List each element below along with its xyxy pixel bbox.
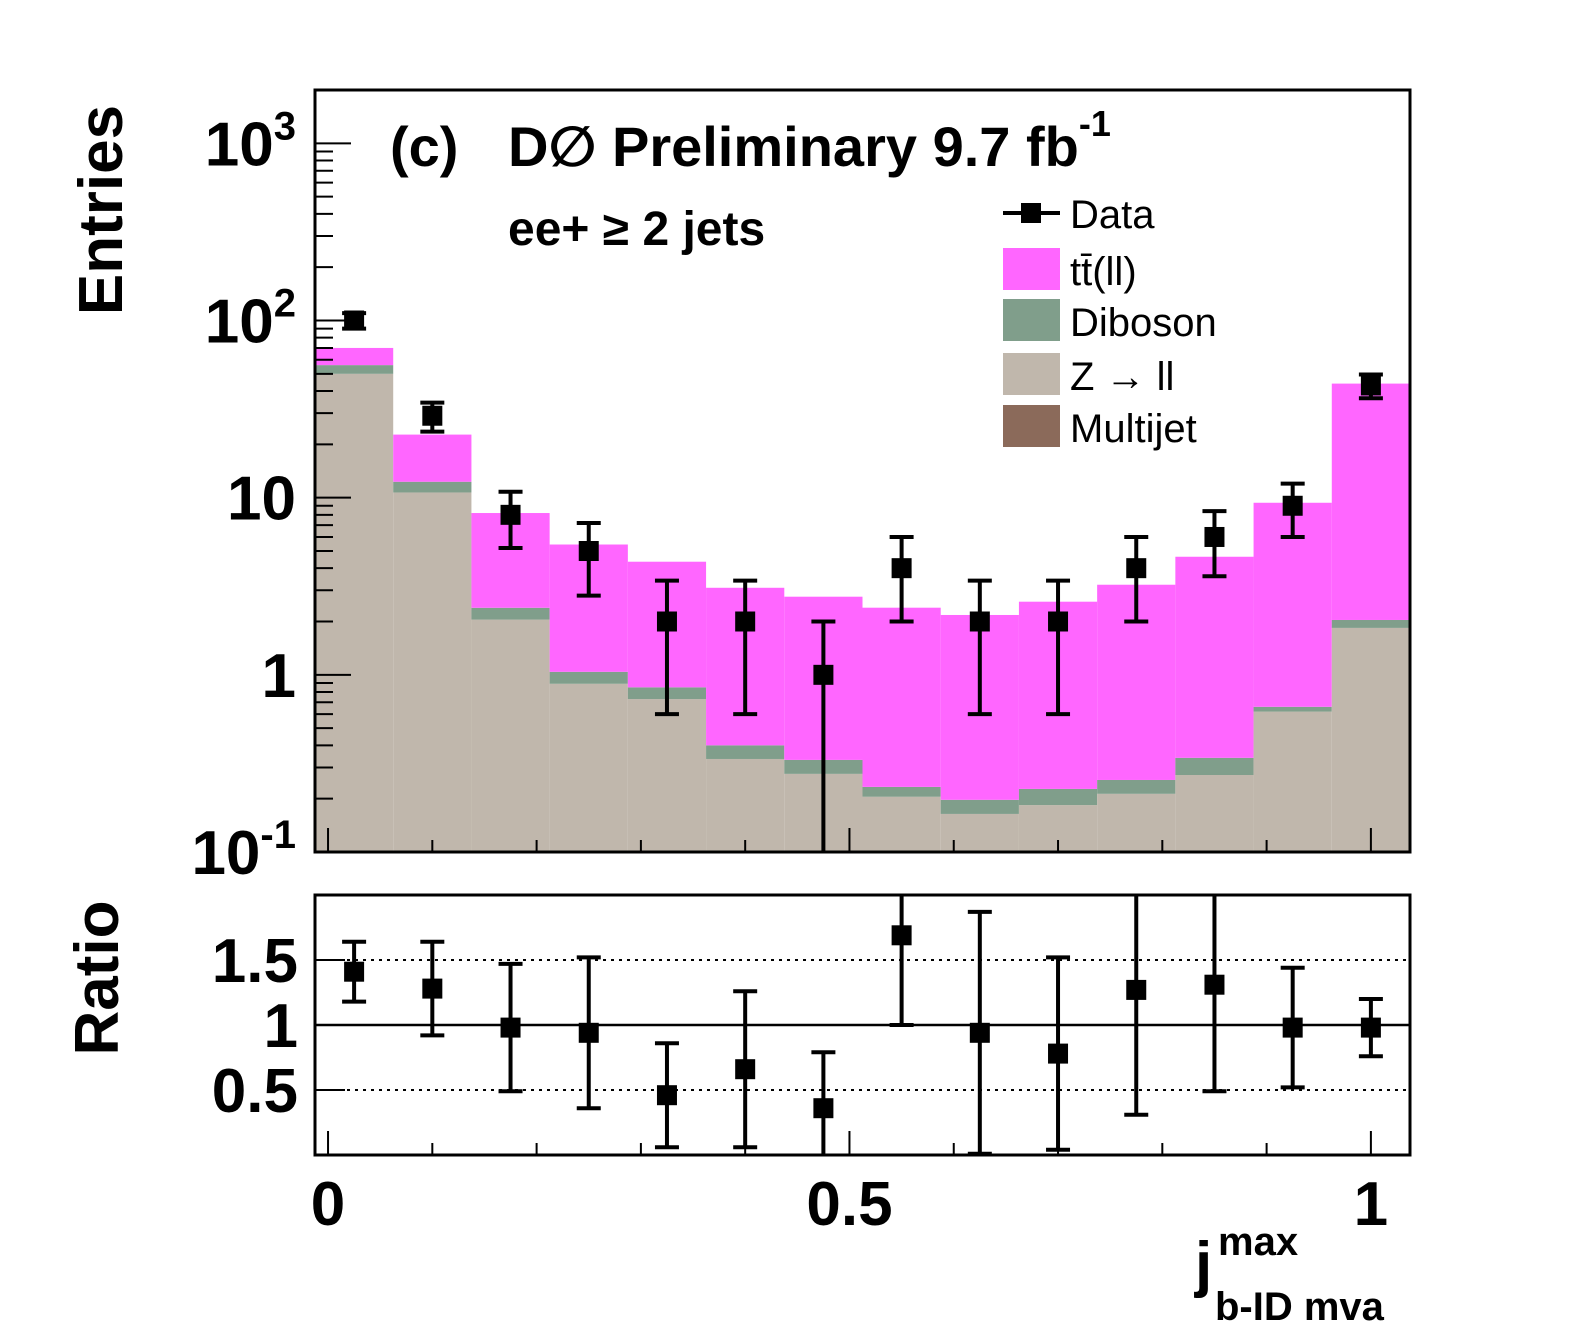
legend-label: Multijet [1070, 407, 1197, 451]
data-point [735, 611, 756, 632]
data-point [500, 1017, 521, 1038]
histogram-segment [1331, 619, 1410, 628]
x-axis-label-sup: max [1218, 1220, 1298, 1264]
data-point [969, 611, 990, 632]
tick-label-main: 10 [205, 287, 274, 356]
histogram-segment [315, 373, 394, 852]
data-point [735, 1059, 756, 1080]
tick-label: 1 [262, 642, 296, 711]
tick-label: 10-1 [191, 813, 296, 888]
histogram-segment [1253, 706, 1332, 712]
tick-label: 1 [264, 992, 298, 1061]
data-point [578, 1022, 599, 1043]
data-point [891, 925, 912, 946]
legend-swatch [1003, 353, 1060, 395]
tick-label: 10 [227, 465, 296, 534]
ratio-y-axis-label: Ratio [63, 901, 132, 1056]
tick-label-sup: -1 [260, 813, 296, 857]
chart-title: D∅ Preliminary 9.7 fb-1 [508, 103, 1111, 178]
data-point [1204, 974, 1225, 995]
histogram-segment [862, 607, 941, 787]
tick-label-main: 10 [191, 819, 260, 888]
legend-label: Data [1070, 193, 1155, 237]
x-axis-label-sub: b-ID mva [1215, 1285, 1385, 1329]
histogram-segment [1175, 556, 1254, 758]
panel-label: (c) [390, 115, 458, 178]
histogram-segment [1253, 711, 1332, 852]
legend-label: tt̄(ll) [1070, 250, 1137, 294]
y-axis-label: Entries [67, 105, 136, 315]
plot-frame [313, 88, 1412, 854]
data-point [344, 961, 365, 982]
data-point [578, 540, 599, 561]
tick-label: 0.5 [212, 1057, 298, 1126]
data-point [1360, 375, 1381, 396]
data-point [891, 558, 912, 579]
data-point [813, 1098, 834, 1119]
tick-label: 103 [205, 104, 296, 179]
legend-label: Diboson [1070, 301, 1217, 345]
histogram-segment [393, 492, 472, 852]
tick-label: 1 [1354, 1170, 1388, 1239]
data-point [422, 405, 443, 426]
data-point [1282, 1017, 1303, 1038]
histogram-segment [471, 607, 550, 620]
data-point [969, 1022, 990, 1043]
data-point [344, 310, 365, 331]
data-point [813, 664, 834, 685]
histogram-segment [940, 813, 1019, 852]
histogram-segment [549, 683, 628, 852]
histogram-segment [706, 758, 785, 852]
x-axis-label: j [1194, 1230, 1212, 1299]
tick-label: 0 [311, 1170, 345, 1239]
tick-label: 1.5 [212, 927, 298, 996]
data-point [1282, 495, 1303, 516]
histogram-segment [1097, 793, 1176, 852]
data-point [1360, 1017, 1381, 1038]
histogram-segment [862, 786, 941, 797]
histogram-segment [1175, 757, 1254, 776]
histogram-segment [315, 365, 394, 374]
tick-label: 0.5 [806, 1170, 892, 1239]
legend-marker [1021, 203, 1041, 223]
legend-label: Z → ll [1070, 355, 1174, 399]
histogram-segment [393, 481, 472, 493]
data-point [1126, 558, 1147, 579]
histogram-segment [549, 671, 628, 684]
histogram-segment [706, 745, 785, 759]
data-point [1048, 1043, 1069, 1064]
subtitle: ee+ ≥ 2 jets [508, 203, 765, 256]
title-sup: -1 [1079, 103, 1111, 144]
histogram-segment [1331, 383, 1410, 620]
tick-label-sup: 3 [274, 104, 296, 148]
title-main: D∅ Preliminary 9.7 fb [508, 115, 1079, 178]
data-point [500, 504, 521, 525]
tick-label: 102 [205, 281, 296, 356]
legend-swatch [1003, 405, 1060, 447]
histogram-segment [393, 434, 472, 482]
data-point [656, 1085, 677, 1106]
data-point [1204, 526, 1225, 547]
histogram-segment [1331, 627, 1410, 852]
data-point [656, 611, 677, 632]
histogram-segment [1175, 775, 1254, 852]
data-point [1126, 979, 1147, 1000]
legend-swatch [1003, 248, 1060, 290]
histogram-segment [862, 796, 941, 852]
data-point [422, 978, 443, 999]
tick-label-main: 10 [205, 110, 274, 179]
histogram-segment [1018, 788, 1098, 806]
histogram-segment [471, 619, 550, 852]
histogram-segment [315, 347, 394, 366]
histogram-segment [1097, 779, 1176, 794]
legend-swatch [1003, 299, 1060, 341]
data-point [1048, 611, 1069, 632]
histogram-segment [940, 799, 1019, 814]
histogram-segment [627, 699, 707, 852]
tick-label-sup: 2 [274, 281, 296, 325]
